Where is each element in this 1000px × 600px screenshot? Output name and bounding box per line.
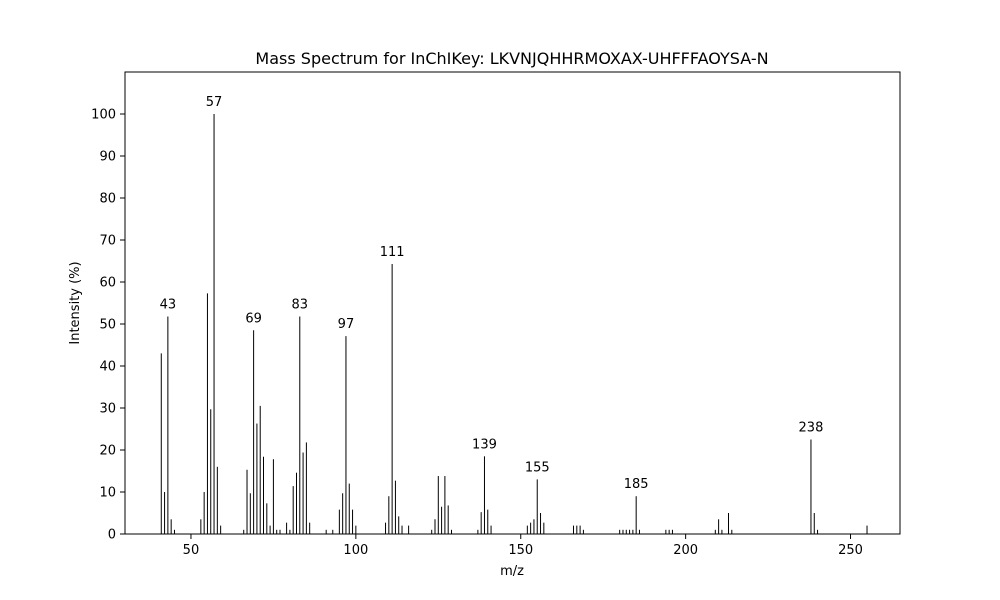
peak-label-97: 97 — [338, 317, 355, 332]
peak-label-69: 69 — [245, 311, 262, 326]
x-axis-ticks: 50 100 150 200 250 — [183, 534, 863, 558]
plot-frame — [124, 71, 901, 535]
y-tick-label: 90 — [99, 150, 116, 165]
y-tick-label: 10 — [99, 486, 116, 501]
y-tick-label: 100 — [91, 108, 116, 123]
spectrum-bars — [160, 114, 868, 534]
y-tick-label: 0 — [108, 528, 116, 543]
y-tick-label: 50 — [99, 318, 116, 333]
peak-label-111: 111 — [380, 245, 405, 260]
peak-label-185: 185 — [624, 477, 649, 492]
y-axis-ticks: 0 10 20 30 40 50 60 70 80 90 100 — [91, 108, 125, 543]
peak-labels: 43 57 69 83 97 111 139 155 185 238 — [160, 95, 824, 492]
y-tick-label: 70 — [99, 234, 116, 249]
y-tick-label: 20 — [99, 444, 116, 459]
peak-label-83: 83 — [292, 297, 309, 312]
x-tick-label: 250 — [838, 543, 863, 558]
peak-label-139: 139 — [472, 437, 497, 452]
x-tick-label: 50 — [183, 543, 200, 558]
chart-title: Mass Spectrum for InChIKey: LKVNJQHHRMOX… — [255, 49, 768, 68]
peak-label-238: 238 — [799, 421, 824, 436]
y-tick-label: 80 — [99, 192, 116, 207]
x-axis-label: m/z — [500, 564, 524, 579]
y-tick-label: 40 — [99, 360, 116, 375]
peak-label-57: 57 — [206, 95, 223, 110]
peak-label-43: 43 — [160, 297, 177, 312]
x-tick-label: 150 — [508, 543, 533, 558]
y-tick-label: 60 — [99, 276, 116, 291]
peak-label-155: 155 — [525, 460, 550, 475]
x-tick-label: 200 — [673, 543, 698, 558]
y-axis-label: Intensity (%) — [68, 261, 83, 344]
x-tick-label: 100 — [343, 543, 368, 558]
y-tick-label: 30 — [99, 402, 116, 417]
